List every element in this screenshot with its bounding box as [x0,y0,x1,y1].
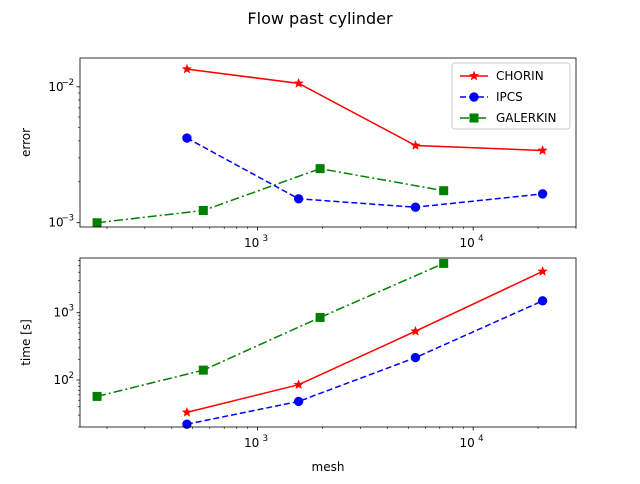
legend-box [451,62,571,130]
data-point [537,296,548,306]
data-point [92,391,102,401]
series-line [96,262,444,398]
series-galerkin [92,258,449,401]
legend-entry: CHORIN [496,69,544,83]
y-axis-label: error [19,128,33,157]
data-point [410,139,421,150]
legend: CHORIN IPCS GALERKIN [451,62,571,130]
data-point [537,265,548,276]
x-axis-label: mesh [312,460,345,474]
series-line [186,270,543,414]
data-point [537,189,548,199]
series-galerkin [92,164,449,228]
y-tick-label: 10 [48,216,63,230]
axes-frame [79,257,577,428]
x-tick-exponent: 3 [263,234,268,244]
series-line [186,137,543,208]
data-point [181,63,193,74]
x-tick-exponent: 3 [263,434,268,444]
data-point [439,258,449,268]
legend-marker [469,92,479,102]
data-point [182,133,192,143]
series-line [186,68,543,152]
y-tick-exponent: −3 [61,214,74,224]
data-point [410,325,421,336]
data-point [410,352,421,363]
data-point [293,194,304,204]
y-tick-exponent: −2 [61,78,74,88]
data-point [182,419,192,429]
legend-marker [469,113,479,123]
data-point [293,396,304,407]
series-line [96,167,444,224]
x-tick-label: 10 [460,236,475,250]
data-point [293,379,304,390]
data-point [92,218,102,228]
data-point [293,77,304,88]
data-point [181,406,193,417]
data-point [537,144,548,155]
series-line [186,300,543,425]
y-tick-label: 10 [48,80,63,94]
data-point [198,206,208,216]
series-ipcs [182,296,548,429]
legend-entry: GALERKIN [496,111,557,125]
legend-entry: IPCS [496,90,523,104]
data-point [410,202,421,212]
y-axis-label: time [s] [19,319,33,366]
y-tick-label: 10 [54,306,69,320]
figure-title: Flow past cylinder [247,9,393,28]
x-tick-exponent: 4 [478,434,483,444]
y-tick-label: 10 [54,373,69,387]
series-chorin [181,265,548,417]
x-tick-exponent: 4 [478,234,483,244]
axes-frame [79,57,577,228]
y-tick-exponent: 3 [69,304,74,314]
x-tick-label: 10 [244,236,259,250]
legend-marker [468,70,480,81]
series-ipcs [182,133,548,212]
x-tick-label: 10 [460,436,475,450]
y-tick-exponent: 2 [69,371,74,381]
data-point [315,312,325,322]
data-point [439,186,449,196]
series-chorin [181,63,548,155]
x-tick-label: 10 [244,436,259,450]
data-point [198,365,208,375]
data-point [315,164,325,174]
